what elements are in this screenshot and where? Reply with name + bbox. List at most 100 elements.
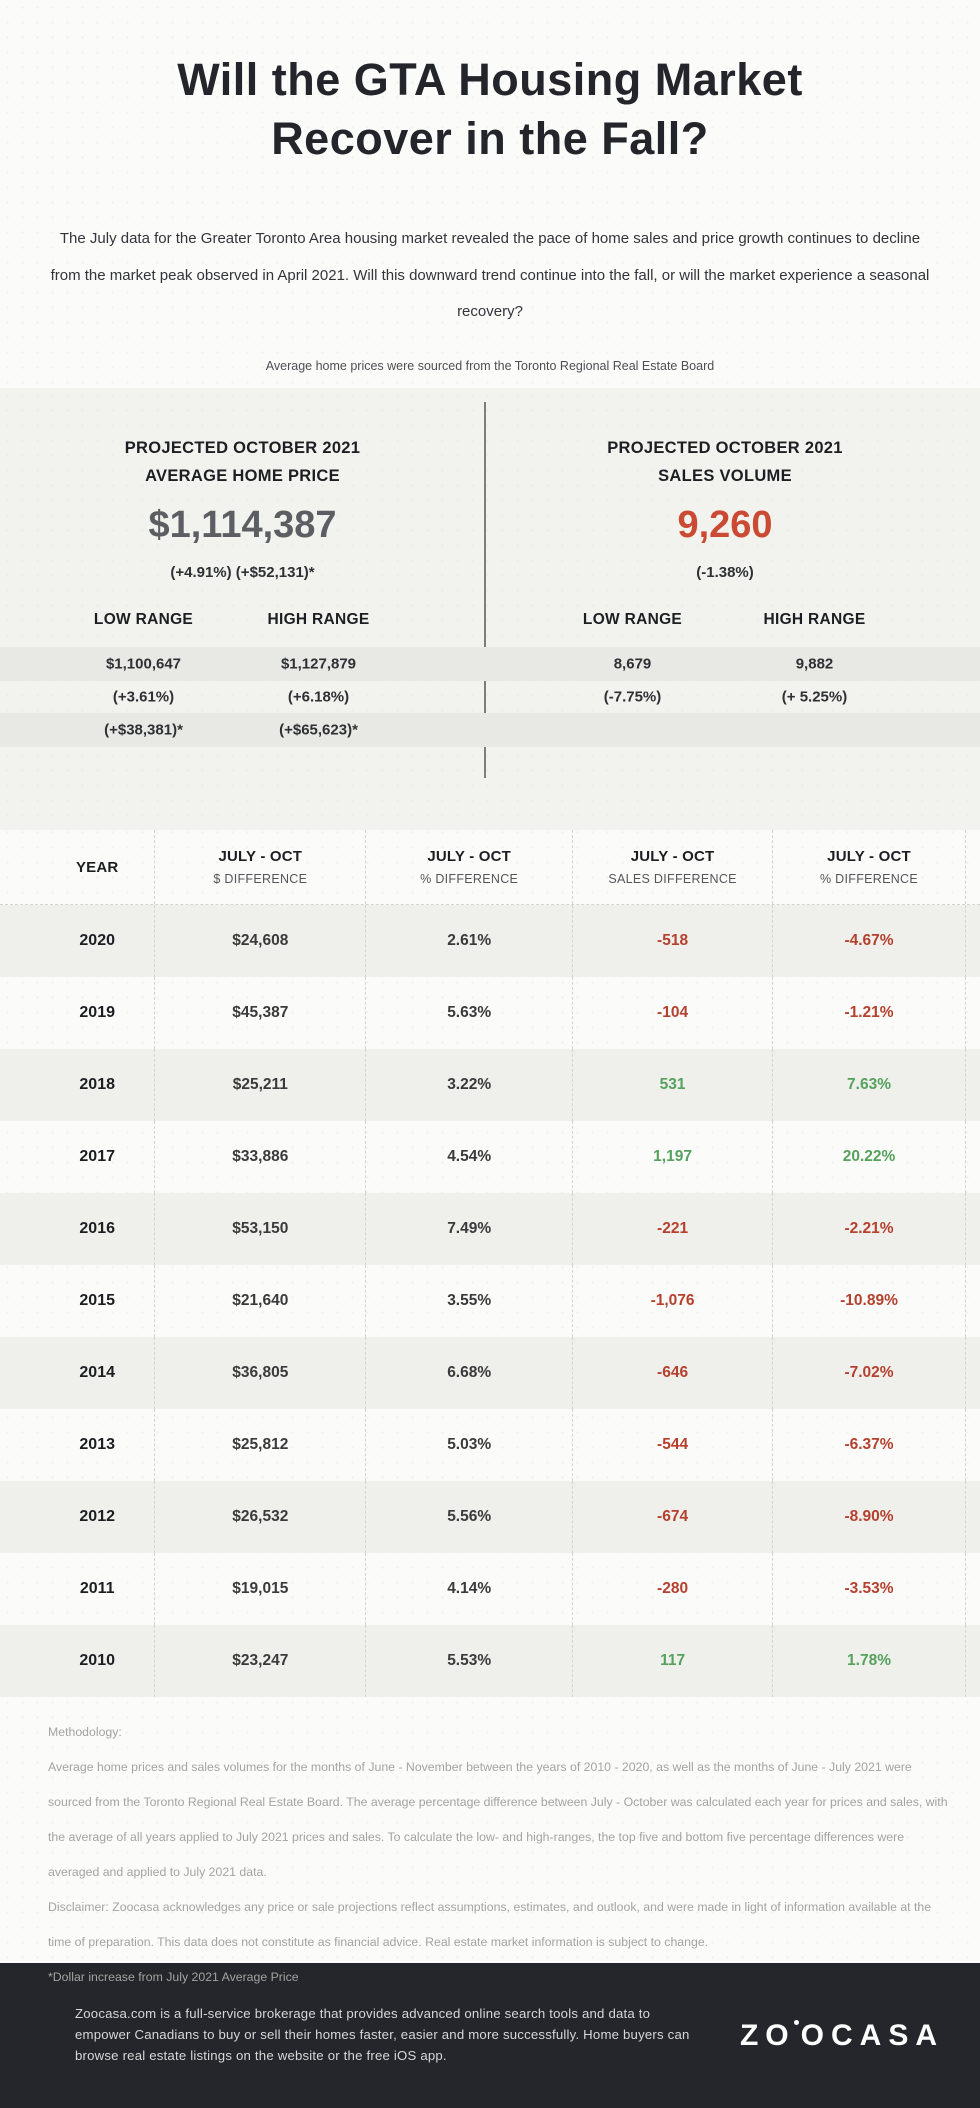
footer-about-text: Zoocasa.com is a full-service brokerage …: [75, 2006, 690, 2063]
table-cell-dollar-difference: $53,150: [154, 1193, 365, 1265]
methodology-body: Average home prices and sales volumes fo…: [48, 1760, 948, 1880]
table-cell-sales-percent-difference: -1.21%: [772, 977, 966, 1049]
table-cell-sales-percent-difference: -10.89%: [772, 1265, 966, 1337]
price-low-percent: (+3.61%): [112, 688, 175, 706]
table-cell-dollar-difference: $25,211: [154, 1049, 365, 1121]
panel-headings: PROJECTED OCTOBER 2021 AVERAGE HOME PRIC…: [0, 434, 980, 490]
table-header-dollar-difference: JULY - OCT $ DIFFERENCE: [154, 830, 365, 904]
table-cell-percent-difference: 3.55%: [365, 1265, 572, 1337]
price-panel-heading: PROJECTED OCTOBER 2021 AVERAGE HOME PRIC…: [0, 434, 485, 490]
table-row: 2018 $25,211 3.22% 531 7.63%: [0, 1049, 980, 1121]
table-cell-dollar-difference: $19,015: [154, 1553, 365, 1625]
table-cell-year: 2020: [79, 932, 115, 949]
sales-heading-line2: SALES VOLUME: [658, 467, 792, 486]
range-values-row: $1,100,647 $1,127,879 8,679 9,882: [0, 647, 980, 682]
source-note: Average home prices were sourced from th…: [265, 359, 715, 374]
table-cell-percent-difference: 5.03%: [365, 1409, 572, 1481]
table-cell-year: 2010: [79, 1652, 115, 1669]
projections-section: PROJECTED OCTOBER 2021 AVERAGE HOME PRIC…: [0, 388, 980, 830]
panel-divider: [484, 402, 486, 778]
range-labels-row: LOW RANGE HIGH RANGE LOW RANGE HIGH RANG…: [0, 605, 980, 635]
table-cell-dollar-difference: $33,886: [154, 1121, 365, 1193]
table-cell-percent-difference: 2.61%: [365, 905, 572, 977]
table-cell-sales-difference: 1,197: [572, 1121, 772, 1193]
sales-heading-line1: PROJECTED OCTOBER 2021: [607, 439, 843, 457]
price-high-value: $1,127,879: [280, 655, 357, 673]
table-cell-dollar-difference: $21,640: [154, 1265, 365, 1337]
table-header-sales-percent-difference: JULY - OCT % DIFFERENCE: [772, 830, 966, 904]
methodology-disclaimer: Disclaimer: Zoocasa acknowledges any pri…: [48, 1900, 932, 1950]
table-cell-percent-difference: 5.56%: [365, 1481, 572, 1553]
table-cell-dollar-difference: $26,532: [154, 1481, 365, 1553]
sales-high-value: 9,882: [795, 655, 834, 673]
range-percents-row: (+3.61%) (+6.18%) (-7.75%) (+ 5.25%): [0, 681, 980, 713]
table-row: 2013 $25,812 5.03% -544 -6.37%: [0, 1409, 980, 1481]
table-cell-percent-difference: 5.63%: [365, 977, 572, 1049]
table-row: 2010 $23,247 5.53% 117 1.78%: [0, 1625, 980, 1697]
panel-values: $1,114,387 9,260: [0, 490, 980, 547]
table-row: 2017 $33,886 4.54% 1,197 20.22%: [0, 1121, 980, 1193]
table-cell-dollar-difference: $36,805: [154, 1337, 365, 1409]
table-cell-sales-percent-difference: -6.37%: [772, 1409, 966, 1481]
table-cell-percent-difference: 7.49%: [365, 1193, 572, 1265]
price-heading-line1: PROJECTED OCTOBER 2021: [124, 439, 361, 457]
zoocasa-logo: ZO OCASA: [739, 2018, 944, 2052]
table-cell-sales-percent-difference: 20.22%: [772, 1121, 966, 1193]
table-cell-year: 2014: [79, 1364, 115, 1381]
table-cell-year: 2019: [79, 1004, 115, 1021]
table-cell-sales-difference: -1,076: [572, 1265, 772, 1337]
footer: Zoocasa.com is a full-service brokerage …: [0, 1963, 980, 2108]
table-cell-year: 2012: [79, 1508, 115, 1525]
table-cell-sales-percent-difference: -8.90%: [772, 1481, 966, 1553]
table-row: 2014 $36,805 6.68% -646 -7.02%: [0, 1337, 980, 1409]
table-cell-year: 2016: [79, 1220, 115, 1237]
yearly-table-section: YEAR JULY - OCT $ DIFFERENCE JULY - OCT …: [0, 830, 980, 1697]
table-cell-sales-difference: 117: [572, 1625, 772, 1697]
table-body: 2020 $24,608 2.61% -518 -4.67% 2019 $45,…: [0, 905, 980, 1697]
page-title: Will the GTA Housing Market Recover in t…: [177, 54, 803, 165]
sales-low-percent: (-7.75%): [603, 688, 662, 706]
table-cell-sales-percent-difference: -2.21%: [772, 1193, 966, 1265]
table-cell-sales-difference: -518: [572, 905, 772, 977]
price-high-dollar: (+$65,623)*: [279, 721, 358, 739]
methodology-label: Methodology:: [48, 1725, 122, 1739]
table-cell-year: 2013: [79, 1436, 115, 1453]
table-row: 2016 $53,150 7.49% -221 -2.21%: [0, 1193, 980, 1265]
table-cell-sales-difference: 531: [572, 1049, 772, 1121]
logo-dot-icon: [793, 2019, 799, 2025]
table-cell-dollar-difference: $24,608: [154, 905, 365, 977]
table-cell-dollar-difference: $45,387: [154, 977, 365, 1049]
projected-price-value: $1,114,387: [148, 504, 337, 547]
sales-change: (-1.38%): [696, 564, 754, 582]
sales-high-percent: (+ 5.25%): [781, 688, 848, 706]
table-cell-sales-percent-difference: -3.53%: [772, 1553, 966, 1625]
panel-changes: (+4.91%) (+$52,131)* (-1.38%): [0, 547, 980, 581]
table-header-year: YEAR: [75, 858, 119, 876]
table-cell-year: 2017: [79, 1148, 115, 1165]
table-cell-sales-difference: -544: [572, 1409, 772, 1481]
table-cell-dollar-difference: $25,812: [154, 1409, 365, 1481]
table-cell-sales-difference: -674: [572, 1481, 772, 1553]
table-cell-percent-difference: 3.22%: [365, 1049, 572, 1121]
table-cell-sales-difference: -280: [572, 1553, 772, 1625]
price-high-range-label: HIGH RANGE: [267, 611, 370, 629]
table-cell-percent-difference: 6.68%: [365, 1337, 572, 1409]
sales-high-range-label: HIGH RANGE: [763, 611, 866, 629]
table-cell-percent-difference: 4.14%: [365, 1553, 572, 1625]
price-heading-line2: AVERAGE HOME PRICE: [145, 467, 340, 486]
table-cell-sales-difference: -221: [572, 1193, 772, 1265]
table-header-sales-difference: JULY - OCT SALES DIFFERENCE: [572, 830, 772, 904]
price-high-percent: (+6.18%): [287, 688, 350, 706]
table-cell-sales-percent-difference: -7.02%: [772, 1337, 966, 1409]
projected-sales-value: 9,260: [677, 504, 773, 547]
price-low-dollar: (+$38,381)*: [104, 721, 183, 739]
table-row: 2020 $24,608 2.61% -518 -4.67%: [0, 905, 980, 977]
methodology-section: Methodology: Average home prices and sal…: [0, 1697, 980, 1984]
table-cell-year: 2015: [79, 1292, 115, 1309]
table-row: 2012 $26,532 5.56% -674 -8.90%: [0, 1481, 980, 1553]
table-cell-sales-percent-difference: 7.63%: [772, 1049, 966, 1121]
price-low-range-label: LOW RANGE: [93, 611, 194, 629]
table-row: 2011 $19,015 4.14% -280 -3.53%: [0, 1553, 980, 1625]
intro-text: The July data for the Greater Toronto Ar…: [50, 229, 930, 321]
